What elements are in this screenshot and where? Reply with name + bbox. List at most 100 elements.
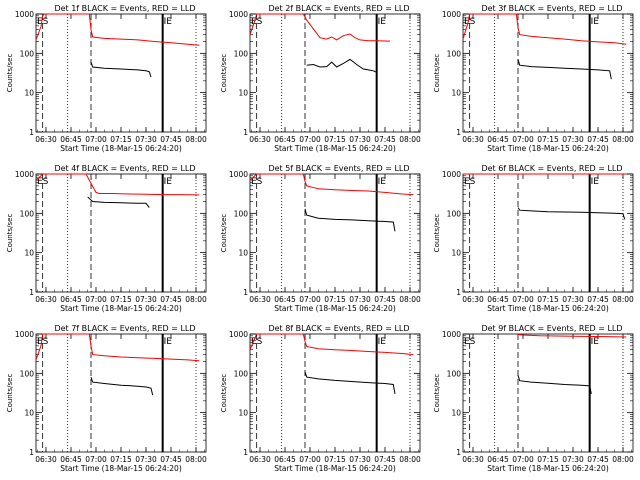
- panel-title: Det 3f BLACK = Events, RED = LLD: [481, 4, 622, 13]
- panel-title: Det 6f BLACK = Events, RED = LLD: [481, 164, 622, 173]
- y-axis-label: Counts/sec: [220, 54, 228, 93]
- y-tick-label: 1: [456, 128, 461, 137]
- y-axis-label: Counts/sec: [220, 214, 228, 253]
- lld-rate-line: [35, 333, 200, 362]
- x-tick-label: 06:45: [60, 295, 82, 304]
- marker-label-ie: IE: [378, 17, 387, 27]
- x-tick-label: 07:45: [587, 295, 609, 304]
- plot-panel-7: Det 7f BLACK = Events, RED = LLD 1 10 100 10…: [6, 324, 207, 473]
- x-axis-label: Start Time (18-Mar-15 06:24:20): [60, 464, 182, 473]
- x-tick-label: 07:45: [160, 135, 182, 144]
- lld-rate-line: [35, 13, 200, 46]
- x-tick-label: 07:30: [562, 135, 584, 144]
- plot-frame: [462, 173, 634, 293]
- x-tick-label: 07:00: [299, 135, 321, 144]
- y-tick-label: 1000: [15, 330, 34, 339]
- x-tick-label: 07:30: [135, 455, 157, 464]
- marker-label-es: ES: [464, 337, 476, 347]
- y-tick-label: 10: [451, 89, 461, 98]
- x-tick-label: 08:00: [612, 135, 634, 144]
- x-tick-label: 07:00: [299, 455, 321, 464]
- x-tick-label: 06:45: [487, 135, 509, 144]
- y-tick-label: 1000: [15, 170, 34, 179]
- x-axis-label: Start Time (18-Mar-15 06:24:20): [487, 464, 609, 473]
- x-tick-label: 06:30: [35, 135, 57, 144]
- panel-title: Det 7f BLACK = Events, RED = LLD: [54, 324, 195, 333]
- y-tick-label: 1: [29, 288, 34, 297]
- x-tick-label: 07:45: [374, 455, 396, 464]
- marker-label-es: ES: [251, 337, 263, 347]
- x-tick-label: 07:30: [135, 295, 157, 304]
- x-tick-label: 07:15: [110, 455, 132, 464]
- events-rate-line: [304, 208, 396, 232]
- x-tick-label: 07:45: [160, 455, 182, 464]
- marker-label-es: ES: [37, 177, 49, 187]
- x-tick-label: 06:45: [60, 455, 82, 464]
- x-axis-label: Start Time (18-Mar-15 06:24:20): [274, 464, 396, 473]
- y-axis-label: Counts/sec: [433, 214, 441, 253]
- y-tick-label: 1: [29, 448, 34, 457]
- marker-label-es: ES: [464, 17, 476, 27]
- y-tick-label: 100: [20, 369, 35, 378]
- x-tick-label: 06:45: [274, 455, 296, 464]
- x-axis-label: Start Time (18-Mar-15 06:24:20): [487, 304, 609, 313]
- x-tick-label: 07:30: [562, 455, 584, 464]
- x-tick-label: 08:00: [399, 295, 421, 304]
- x-tick-label: 07:00: [85, 455, 107, 464]
- y-tick-label: 1000: [442, 170, 461, 179]
- y-tick-label: 10: [451, 249, 461, 258]
- y-axis-label: Counts/sec: [433, 374, 441, 413]
- panel-title: Det 8f BLACK = Events, RED = LLD: [268, 324, 409, 333]
- y-tick-label: 1: [456, 448, 461, 457]
- x-tick-label: 06:30: [35, 455, 57, 464]
- x-tick-label: 07:30: [349, 295, 371, 304]
- x-tick-label: 07:15: [110, 295, 132, 304]
- marker-label-es: ES: [37, 337, 49, 347]
- x-tick-label: 07:00: [85, 135, 107, 144]
- lld-rate-line: [35, 173, 200, 196]
- events-rate-line: [517, 374, 592, 394]
- marker-label-ie: IE: [378, 177, 387, 187]
- y-tick-label: 1: [29, 128, 34, 137]
- x-tick-label: 08:00: [185, 295, 207, 304]
- x-tick-label: 07:30: [562, 295, 584, 304]
- plot-frame: [35, 173, 207, 293]
- y-tick-label: 100: [447, 209, 462, 218]
- events-rate-line: [517, 207, 626, 220]
- marker-label-es: ES: [37, 17, 49, 27]
- x-tick-label: 07:00: [299, 295, 321, 304]
- y-tick-label: 1000: [442, 330, 461, 339]
- panel-title: Det 2f BLACK = Events, RED = LLD: [268, 4, 409, 13]
- x-tick-label: 07:00: [512, 295, 534, 304]
- x-tick-label: 07:00: [85, 295, 107, 304]
- y-tick-label: 10: [24, 89, 34, 98]
- y-axis-label: Counts/sec: [6, 54, 14, 93]
- plot-panel-5: Det 5f BLACK = Events, RED = LLD 1 10 100 10…: [220, 164, 421, 313]
- plot-panel-3: Det 3f BLACK = Events, RED = LLD 1 10 100 10…: [433, 4, 634, 153]
- marker-label-es: ES: [251, 177, 263, 187]
- x-tick-label: 07:15: [110, 135, 132, 144]
- y-axis-label: Counts/sec: [220, 374, 228, 413]
- x-tick-label: 07:15: [537, 295, 559, 304]
- y-tick-label: 1: [243, 288, 248, 297]
- x-axis-label: Start Time (18-Mar-15 06:24:20): [487, 144, 609, 153]
- plot-frame: [35, 13, 207, 133]
- x-tick-label: 06:45: [487, 295, 509, 304]
- y-axis-label: Counts/sec: [6, 374, 14, 413]
- x-tick-label: 07:15: [324, 135, 346, 144]
- x-axis-label: Start Time (18-Mar-15 06:24:20): [60, 144, 182, 153]
- x-tick-label: 07:45: [374, 135, 396, 144]
- y-tick-label: 10: [238, 409, 248, 418]
- y-tick-label: 1: [243, 448, 248, 457]
- x-tick-label: 07:45: [587, 455, 609, 464]
- plot-frame: [249, 13, 421, 133]
- y-tick-label: 1000: [15, 10, 34, 19]
- y-tick-label: 1: [243, 128, 248, 137]
- marker-label-ie: IE: [378, 337, 387, 347]
- x-tick-label: 08:00: [399, 455, 421, 464]
- panel-title: Det 4f BLACK = Events, RED = LLD: [54, 164, 195, 173]
- y-tick-label: 1: [456, 288, 461, 297]
- y-tick-label: 1000: [442, 10, 461, 19]
- x-tick-label: 06:30: [462, 455, 484, 464]
- plot-panel-6: Det 6f BLACK = Events, RED = LLD 1 10 100 10…: [433, 164, 634, 313]
